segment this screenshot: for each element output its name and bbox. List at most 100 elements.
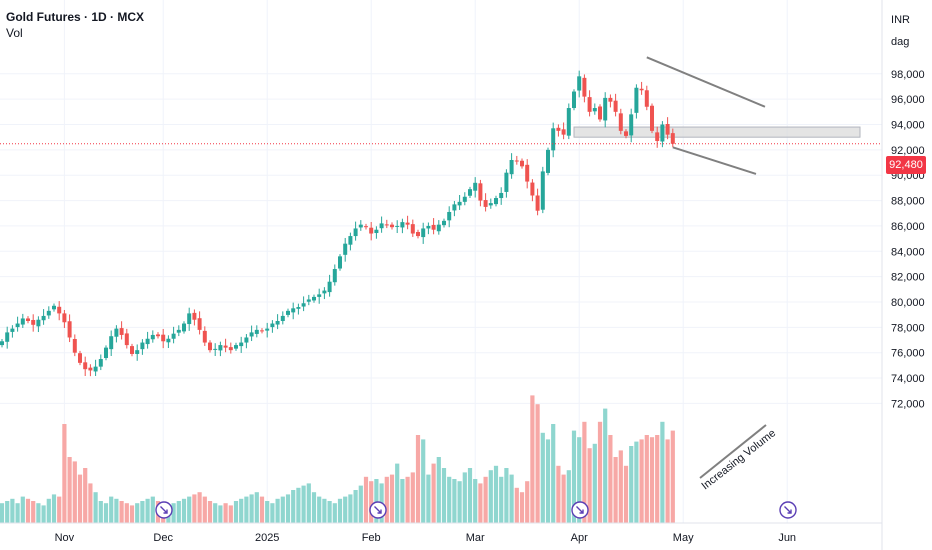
volume-bar — [31, 501, 36, 523]
candle-body — [551, 128, 556, 151]
volume-bar — [358, 485, 363, 523]
volume-bar — [280, 496, 285, 523]
volume-indicator-label[interactable]: Vol — [6, 26, 23, 40]
volume-bar — [270, 503, 275, 523]
candle-body — [540, 171, 545, 210]
y-tick-label: 86,000 — [891, 221, 925, 233]
earnings-event-icon[interactable] — [369, 501, 387, 519]
increasing-volume-annotation: Increasing Volume — [699, 427, 778, 492]
volume-bar — [239, 498, 244, 523]
earnings-event-icon[interactable] — [571, 501, 589, 519]
candle-body — [566, 108, 571, 136]
y-tick-label: 78,000 — [891, 322, 925, 334]
candle-body — [260, 330, 264, 332]
volume-bar — [561, 474, 566, 523]
volume-bar — [296, 487, 301, 523]
candle-body — [535, 195, 540, 211]
volume-bar — [259, 496, 265, 523]
candle-body — [26, 318, 30, 321]
candle-body — [15, 323, 20, 328]
candle-body — [135, 350, 140, 354]
candle-body — [176, 329, 181, 333]
volume-bar — [306, 483, 311, 523]
volume-bar — [181, 498, 187, 523]
candle-body — [140, 342, 145, 350]
candle-body — [634, 87, 639, 113]
candle-body — [254, 329, 259, 334]
volume-bar — [275, 498, 280, 523]
candle-body — [426, 225, 431, 229]
volume-bar — [566, 470, 571, 523]
volume-bar — [353, 490, 358, 523]
x-axis-ticks[interactable]: Nov Dec 2025 Feb Mar Apr May Jun — [55, 532, 796, 544]
volume-bar — [608, 435, 613, 523]
symbol-title[interactable]: Gold Futures · 1D · MCX — [6, 10, 144, 24]
candle-body — [348, 236, 353, 245]
candle-body — [296, 307, 301, 309]
y-tick-label: 84,000 — [891, 246, 925, 258]
candle-body — [473, 182, 478, 191]
candle-body — [192, 312, 197, 320]
candle-body — [416, 232, 420, 237]
volume-bar — [46, 498, 51, 523]
volume-bar — [363, 476, 369, 523]
y-tick-label: 80,000 — [891, 297, 925, 309]
candle-body — [244, 337, 249, 343]
candle-body — [494, 198, 498, 205]
candle-body — [275, 321, 280, 325]
volume-bar — [337, 498, 343, 523]
candle-body — [312, 296, 316, 301]
candle-body — [270, 323, 275, 328]
volume-bar — [192, 494, 197, 523]
volume-bar — [233, 501, 239, 523]
lower-trendline[interactable] — [672, 146, 757, 175]
volume-bar — [348, 494, 353, 523]
candle-body — [161, 334, 166, 342]
event-markers[interactable] — [155, 501, 797, 519]
volume-bar — [67, 457, 72, 523]
candle-body — [130, 346, 134, 354]
candle-body — [353, 228, 358, 237]
y-axis-ticks[interactable]: 72,000 74,000 76,000 78,000 80,000 82,000 84,0… — [891, 69, 925, 411]
candle-body — [478, 183, 483, 201]
y-tick-label: 76,000 — [891, 348, 925, 360]
y-tick-label: 88,000 — [891, 196, 925, 208]
candle-body — [462, 196, 467, 202]
candle-body — [286, 310, 290, 315]
volume-trendline[interactable] — [699, 424, 767, 479]
candle-body — [327, 281, 332, 293]
currency-label[interactable]: INR — [891, 14, 910, 26]
volume-bar — [540, 432, 545, 523]
candle-body — [291, 308, 296, 313]
candle-body — [509, 160, 514, 175]
candle-body — [660, 124, 665, 142]
chart-legend: Gold Futures · 1D · MCX Vol — [6, 9, 144, 41]
volume-bar — [649, 437, 655, 523]
volume-bar — [249, 494, 254, 523]
volume-bar — [623, 465, 629, 523]
earnings-event-icon[interactable] — [779, 501, 797, 519]
upper-trendline[interactable] — [646, 56, 766, 108]
y-tick-label: 92,000 — [891, 145, 925, 157]
volume-bar — [499, 476, 504, 523]
y-tick-label: 82,000 — [891, 272, 925, 284]
candle-body — [530, 182, 535, 196]
candle-body — [452, 204, 457, 211]
candle-body — [0, 341, 4, 346]
volume-bar — [509, 474, 514, 523]
candle-body — [228, 347, 233, 351]
candle-body — [587, 97, 592, 112]
candle-body — [98, 359, 103, 367]
volume-bar — [51, 494, 57, 523]
y-tick-label: 74,000 — [891, 373, 925, 385]
candle-body — [582, 77, 587, 97]
volume-bar — [493, 465, 499, 523]
volume-bar — [655, 435, 660, 523]
earnings-event-icon[interactable] — [155, 501, 173, 519]
candle-body — [364, 226, 368, 228]
volume-bar — [535, 404, 540, 523]
volume-bar — [171, 503, 176, 523]
volume-bar — [20, 496, 25, 523]
candle-body — [665, 124, 670, 135]
